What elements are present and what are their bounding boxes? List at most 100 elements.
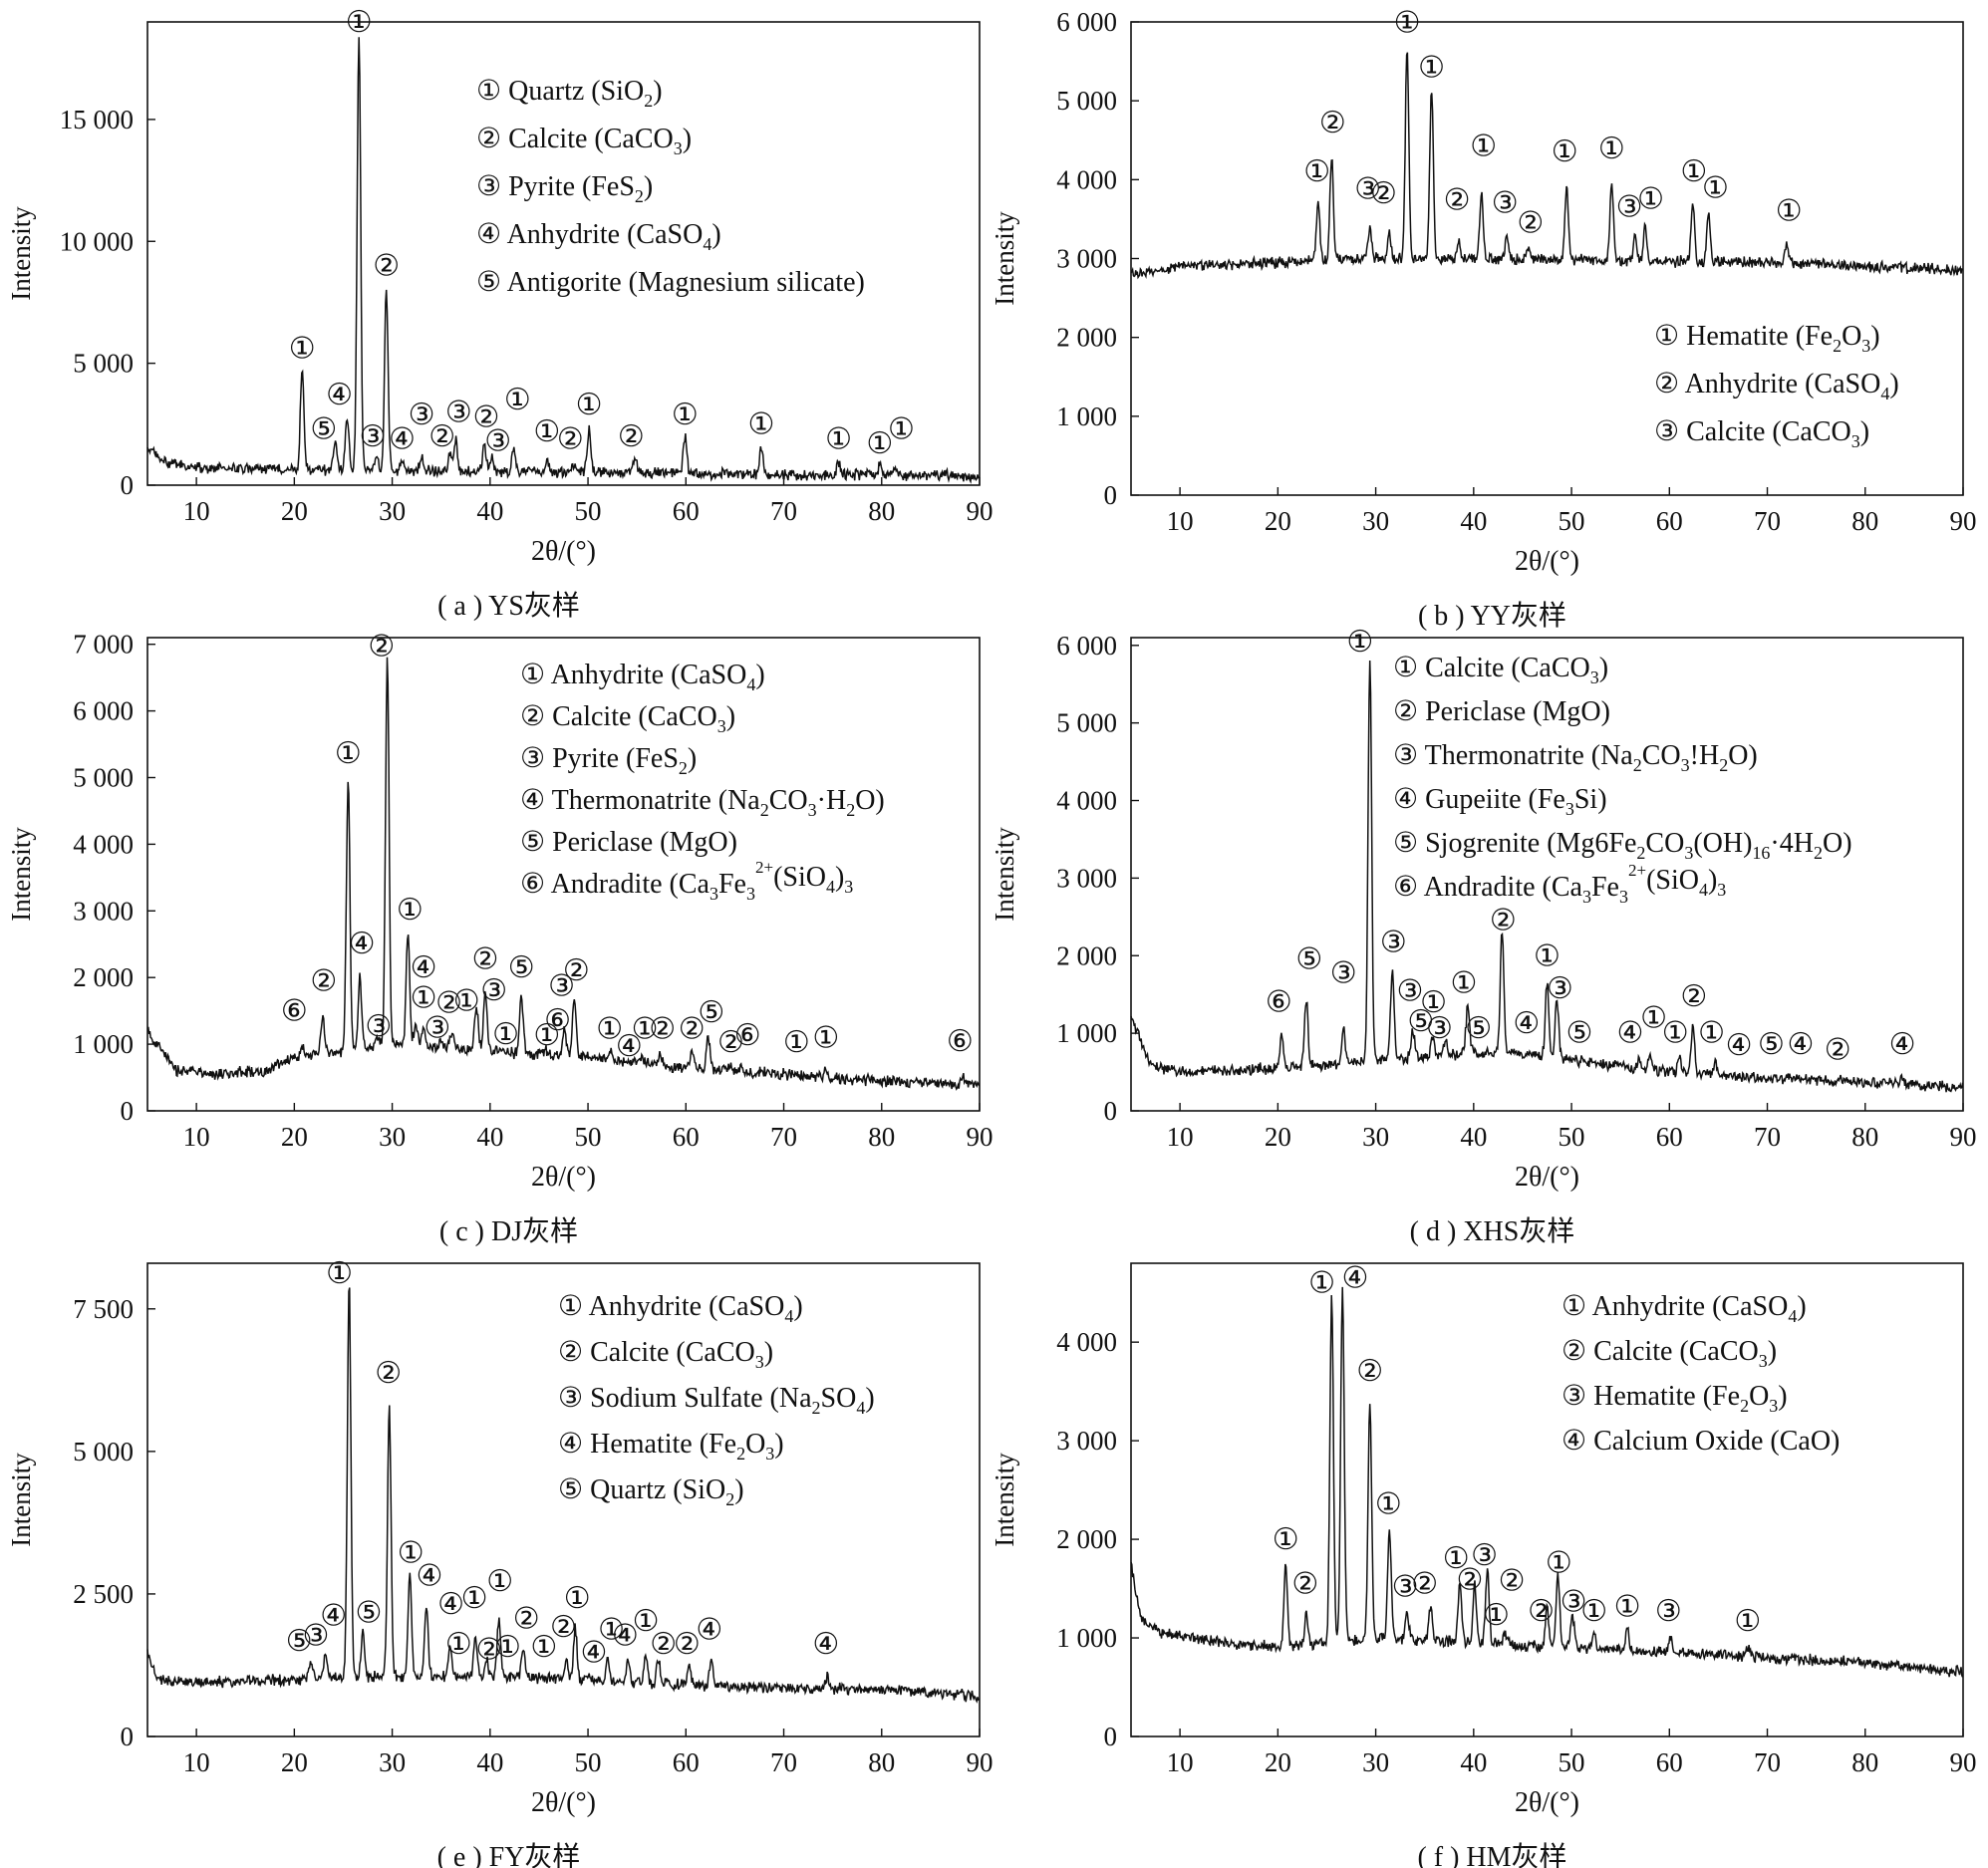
peak-marker: ① [825,422,852,455]
legend-text [1679,321,1686,352]
peak-marker: ② [435,987,462,1020]
y-tick-label: 1 000 [1056,401,1117,431]
peak-marker: ④ [612,1619,639,1652]
legend-text: ) [1768,1336,1777,1367]
x-tick-label: 80 [868,1747,895,1777]
legend-text: ) [774,1429,783,1460]
legend-entry: ⑤ Sjogrenite (Mg6Fe2​CO3​(OH)16​·4H2​O) [1393,828,1852,863]
legend-text [1418,828,1425,859]
x-tick-label: 80 [1851,1122,1878,1152]
x-tick-label: 50 [1559,1747,1585,1777]
peak-marker: ③ [1655,1595,1682,1628]
legend-text: Calcite (CaCO [508,124,674,154]
legend-text [1418,696,1425,727]
legend-text: (OH) [1693,828,1752,859]
legend-text [583,1474,590,1505]
peak-marker: ① [1640,1002,1667,1035]
peak-marker: ① [398,1536,425,1569]
peak-marker: ② [650,1628,677,1661]
plot-frame [1130,1262,1964,1737]
legend-subscript: 2 [644,91,653,111]
x-tick-label: 10 [183,496,210,526]
peak-marker: ② [472,400,499,433]
y-tick-label: 1 000 [73,1029,134,1059]
xrd-pattern-line [146,1287,981,1704]
legend-entry: ③ Calcite (CaCO3​) [1654,416,1869,451]
legend-text [1418,784,1425,815]
legend-text: ) [1889,369,1898,400]
xrd-pattern-line [1130,660,1964,1093]
legend-subscript: 16 [1752,843,1770,863]
legend-text [1418,653,1425,683]
legend-marker: ④ [476,219,501,250]
y-tick-label: 2 000 [1056,1524,1117,1554]
legend-entry: ② Calcite (CaCO3​) [1562,1336,1777,1371]
peak-marker: ① [486,1565,513,1598]
legend-marker: ① [520,660,545,690]
peak-marker: ⑤ [1565,1016,1592,1049]
peak-marker: ② [1319,107,1346,139]
legend-marker: ② [520,701,545,732]
legend-subscript: 2 [679,758,688,778]
legend-text: ) [1708,865,1717,896]
legend-text: Antigorite (Magnesium silicate) [507,267,865,298]
peak-marker: ② [1411,1568,1438,1601]
x-tick-label: 40 [476,496,503,526]
peak-marker: ① [1546,1547,1572,1580]
legend-subscript: 3 [1681,755,1690,775]
peak-marker: ④ [812,1628,839,1661]
y-tick-label: 0 [121,1096,135,1126]
peak-marker: ① [1734,1605,1761,1638]
legend-marker: ② [1562,1336,1586,1367]
legend-text: O [745,1429,765,1460]
peak-marker: ① [1776,195,1803,228]
legend-text: ) [711,219,720,250]
legend-text [583,1429,590,1460]
peak-marker: ① [445,1628,472,1661]
legend-text: Anhydrite (CaSO [589,1291,785,1322]
legend-entry: ③ Hematite (Fe2​O3​) [1562,1381,1788,1416]
peak-marker: ① [1662,1016,1689,1049]
peak-marker: ⑥ [734,1019,761,1052]
legend-entry: ⑥ Andradite (Ca3​Fe3​2+​(SiO4​)3​ [1393,861,1726,907]
x-tick-label: 60 [673,496,700,526]
legend-text: O) [1728,740,1758,771]
y-tick-label: 10 000 [60,226,134,256]
x-tick-label: 40 [1460,1122,1487,1152]
peak-marker: ② [679,1013,706,1046]
peak-marker: ① [492,1018,519,1051]
x-tick-label: 80 [1851,1747,1878,1777]
legend-marker: ⑤ [558,1474,583,1505]
y-tick-label: 3 000 [1056,863,1117,893]
x-tick-label: 90 [967,1122,994,1152]
legend-text: Fe [718,869,746,900]
legend-text: Quartz (SiO [508,76,644,107]
legend-text: ) [764,1337,773,1368]
peak-marker: ④ [349,928,376,960]
legend-text: Thermonatrite (Na [552,785,761,816]
peak-marker: ④ [1342,1262,1369,1295]
legend-subscript: 2 [1633,755,1642,775]
legend-text [583,1337,590,1368]
peak-marker: ② [1528,1595,1555,1628]
legend-subscript: 3 [755,1352,764,1372]
panel-caption: ( d ) XHS灰样 [1410,1215,1575,1247]
x-tick-label: 60 [1656,506,1683,536]
peak-marker: ④ [580,1637,607,1670]
peak-marker: ① [1443,1542,1470,1575]
y-tick-label: 6 000 [1056,7,1117,37]
peak-marker: ③ [1471,1539,1498,1572]
peak-marker: ⑤ [286,1625,313,1658]
legend-subscript: 3 [1582,887,1591,907]
legend-text: Calcite (CaCO [552,701,717,732]
legend-text: Quartz (SiO [590,1474,725,1505]
peak-marker: ④ [1513,1007,1540,1040]
panel-caption: ( c ) DJ灰样 [439,1215,578,1247]
y-tick-label: 4 000 [1056,786,1117,816]
x-tick-label: 30 [379,496,406,526]
x-tick-label: 20 [1265,1747,1291,1777]
peak-marker: ④ [437,1588,464,1621]
x-tick-label: 80 [868,496,895,526]
legend-marker: ⑤ [520,827,545,858]
y-tick-label: 1 000 [1056,1018,1117,1048]
